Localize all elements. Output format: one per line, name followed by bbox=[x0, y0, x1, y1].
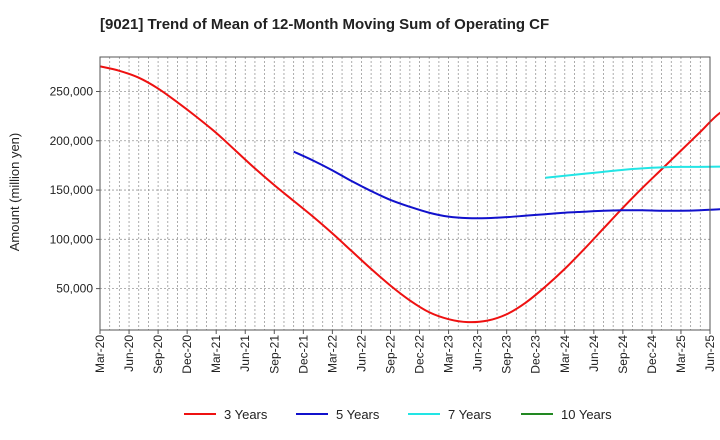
legend-label-5-years: 5 Years bbox=[336, 407, 380, 422]
x-tick-label: Mar-23 bbox=[442, 335, 456, 373]
x-tick-label: Mar-22 bbox=[325, 335, 339, 373]
x-tick-label: Jun-23 bbox=[471, 335, 485, 372]
x-tick-label: Sep-22 bbox=[383, 335, 397, 374]
series-lines bbox=[99, 65, 720, 324]
legend-label-10-years: 10 Years bbox=[561, 407, 612, 422]
legend-label-7-years: 7 Years bbox=[448, 407, 492, 422]
legend: 3 Years 5 Years 7 Years 10 Years bbox=[184, 407, 612, 422]
y-axis-label: Amount (million yen) bbox=[7, 133, 22, 252]
series-line-5-years bbox=[293, 150, 720, 220]
x-tick-label: Sep-21 bbox=[267, 335, 281, 374]
y-tick-label: 150,000 bbox=[50, 183, 94, 197]
y-tick-label: 100,000 bbox=[50, 232, 94, 246]
y-tick-label: 50,000 bbox=[56, 282, 93, 296]
x-tick-label: Dec-21 bbox=[296, 335, 310, 374]
chart-title: [9021] Trend of Mean of 12-Month Moving … bbox=[100, 16, 549, 33]
series-line-7-years bbox=[545, 165, 720, 179]
y-tick-label: 200,000 bbox=[50, 134, 94, 148]
x-tick-label: Dec-24 bbox=[645, 335, 659, 374]
x-tick-label: Sep-20 bbox=[151, 335, 165, 374]
x-axis-ticks: Mar-20 Jun-20 Sep-20 Dec-20 Mar-21 Jun-21 Sep-… bbox=[93, 330, 717, 374]
x-tick-label: Dec-23 bbox=[529, 335, 543, 374]
x-tick-label: Sep-23 bbox=[500, 335, 514, 374]
x-tick-label: Dec-22 bbox=[413, 335, 427, 374]
y-tick-label: 250,000 bbox=[50, 84, 94, 98]
grid-lines bbox=[100, 57, 710, 330]
series-line-3-years bbox=[99, 65, 720, 324]
x-tick-label: Jun-21 bbox=[238, 335, 252, 372]
x-tick-label: Mar-25 bbox=[674, 335, 688, 373]
x-tick-label: Dec-20 bbox=[180, 335, 194, 374]
x-tick-label: Mar-24 bbox=[558, 335, 572, 373]
x-tick-label: Jun-20 bbox=[122, 335, 136, 372]
plot-frame bbox=[99, 56, 711, 331]
x-tick-label: Jun-24 bbox=[587, 335, 601, 372]
x-tick-label: Jun-25 bbox=[703, 335, 717, 372]
y-axis-ticks: 50,000 100,000 150,000 200,000 250,000 bbox=[50, 84, 100, 296]
x-tick-label: Mar-21 bbox=[209, 335, 223, 373]
legend-label-3-years: 3 Years bbox=[224, 407, 268, 422]
x-tick-label: Sep-24 bbox=[616, 335, 630, 374]
x-tick-label: Jun-22 bbox=[354, 335, 368, 372]
x-tick-label: Mar-20 bbox=[93, 335, 107, 373]
